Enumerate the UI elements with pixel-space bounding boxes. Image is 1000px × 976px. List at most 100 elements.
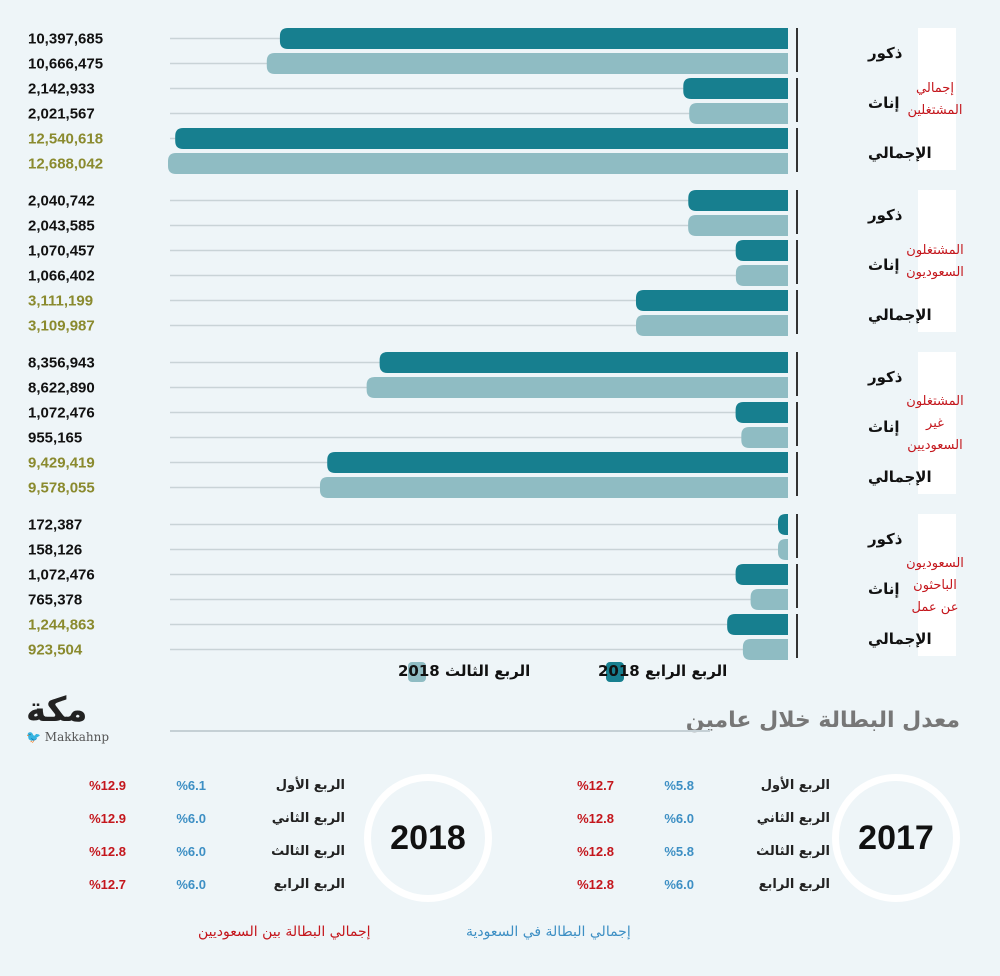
bar-q4-2018: [735, 240, 788, 261]
bar-q4-2018: [175, 128, 788, 149]
row-label: الإجمالي: [868, 144, 932, 162]
quarter-name: الربع الثالث: [756, 844, 830, 859]
year-circle-2017: 2017: [832, 774, 960, 902]
group-title-line: إجمالي: [916, 81, 954, 96]
row-axis-tick: [796, 190, 798, 234]
data-label: 955,165: [28, 430, 82, 447]
bar-q4-2018: [279, 28, 788, 49]
data-label: 12,540,618: [28, 131, 103, 148]
rate-saudis: %12.9: [89, 811, 126, 826]
row-label: ذكور: [867, 368, 903, 386]
row-axis-tick: [796, 128, 798, 172]
rate-total-saudi-arabia: %5.8: [664, 778, 694, 793]
group-panel: [918, 514, 956, 656]
row-axis-tick: [796, 352, 798, 396]
bar-q3-2018: [168, 153, 788, 174]
legend-blue-label: إجمالي البطالة في السعودية: [466, 924, 631, 940]
rate-total-saudi-arabia: %6.0: [176, 877, 206, 892]
row-label: الإجمالي: [868, 630, 932, 648]
data-label: 3,111,199: [28, 293, 93, 310]
data-label: 765,378: [28, 592, 82, 609]
bar-q4-2018: [635, 290, 788, 311]
data-label: 1,072,476: [28, 405, 95, 422]
group-title-line: غير: [925, 416, 944, 431]
rate-saudis: %12.7: [89, 877, 126, 892]
data-label: 8,622,890: [28, 380, 95, 397]
row-label: ذكور: [867, 206, 903, 224]
data-label: 1,070,457: [28, 243, 95, 260]
quarter-name: الربع الثاني: [271, 811, 345, 826]
legend-label-q3: الربع الثالث 2018: [398, 662, 530, 680]
legend-label-q4: الربع الرابع 2018: [598, 662, 727, 680]
data-label: 172,387: [28, 517, 82, 534]
quarter-name: الربع الرابع: [273, 877, 345, 892]
data-label: 923,504: [28, 642, 83, 659]
quarter-name: الربع الأول: [760, 778, 830, 793]
row-axis-tick: [796, 402, 798, 446]
data-label: 10,397,685: [28, 31, 103, 48]
group-title-line: المشتغلون: [906, 394, 963, 409]
bar-q4-2018: [327, 452, 788, 473]
quarter-name: الربع الثاني: [756, 811, 830, 826]
row-label: إناث: [868, 580, 899, 598]
bar-q4-2018: [727, 614, 788, 635]
row-axis-tick: [796, 240, 798, 284]
title-divider: [170, 730, 710, 732]
data-label: 3,109,987: [28, 318, 95, 335]
group-panel: [918, 190, 956, 332]
data-label: 2,043,585: [28, 218, 95, 235]
row-axis-tick: [796, 28, 798, 72]
makkah-logo: مكة 🐦 Makkahnp: [26, 690, 136, 744]
data-label: 10,666,475: [28, 56, 103, 73]
data-label: 12,688,042: [28, 156, 103, 173]
rate-total-saudi-arabia: %6.0: [664, 877, 694, 892]
legend-swatch-q4: [606, 662, 624, 682]
row-label: الإجمالي: [868, 468, 932, 486]
quarter-name: الربع الأول: [275, 778, 345, 793]
data-label: 158,126: [28, 542, 82, 559]
bar-q4-2018: [735, 564, 788, 585]
rate-total-saudi-arabia: %5.8: [664, 844, 694, 859]
bar-q4-2018: [379, 352, 788, 373]
rate-total-saudi-arabia: %6.1: [176, 778, 206, 793]
bar-q3-2018: [778, 539, 788, 560]
data-label: 2,040,742: [28, 193, 95, 210]
row-axis-tick: [796, 514, 798, 558]
bar-q3-2018: [742, 639, 788, 660]
year-circle-2018: 2018: [364, 774, 492, 902]
row-axis-tick: [796, 614, 798, 658]
bar-q4-2018: [778, 514, 788, 535]
group-panel: [918, 352, 956, 494]
twitter-bird-icon: 🐦: [26, 730, 41, 744]
rate-total-saudi-arabia: %6.0: [176, 811, 206, 826]
bar-q3-2018: [636, 315, 788, 336]
twitter-handle[interactable]: 🐦 Makkahnp: [26, 730, 136, 744]
group-title-line: عن عمل: [912, 600, 959, 615]
legend-swatch-q3: [408, 662, 426, 682]
rate-saudis: %12.8: [89, 844, 126, 859]
row-label: إناث: [868, 94, 899, 112]
bar-q4-2018: [735, 402, 788, 423]
bar-q3-2018: [688, 215, 788, 236]
data-label: 9,578,055: [28, 480, 95, 497]
row-axis-tick: [796, 452, 798, 496]
bar-q3-2018: [689, 103, 788, 124]
row-axis-tick: [796, 564, 798, 608]
bar-q4-2018: [688, 190, 788, 211]
data-label: 2,021,567: [28, 106, 95, 123]
group-panel: [918, 28, 956, 170]
group-title-line: السعوديين: [907, 438, 962, 453]
row-label: إناث: [868, 256, 899, 274]
rate-total-saudi-arabia: %6.0: [176, 844, 206, 859]
twitter-handle-text: Makkahnp: [44, 730, 110, 744]
data-label: 2,142,933: [28, 81, 95, 98]
bar-q4-2018: [683, 78, 788, 99]
data-label: 9,429,419: [28, 455, 95, 472]
row-label: ذكور: [867, 530, 903, 548]
rate-saudis: %12.9: [89, 778, 126, 793]
group-title-line: المشتغلين: [907, 103, 962, 118]
bar-q3-2018: [366, 377, 788, 398]
row-axis-tick: [796, 290, 798, 334]
group-title-line: الباحثون: [913, 578, 957, 593]
bar-q3-2018: [319, 477, 788, 498]
